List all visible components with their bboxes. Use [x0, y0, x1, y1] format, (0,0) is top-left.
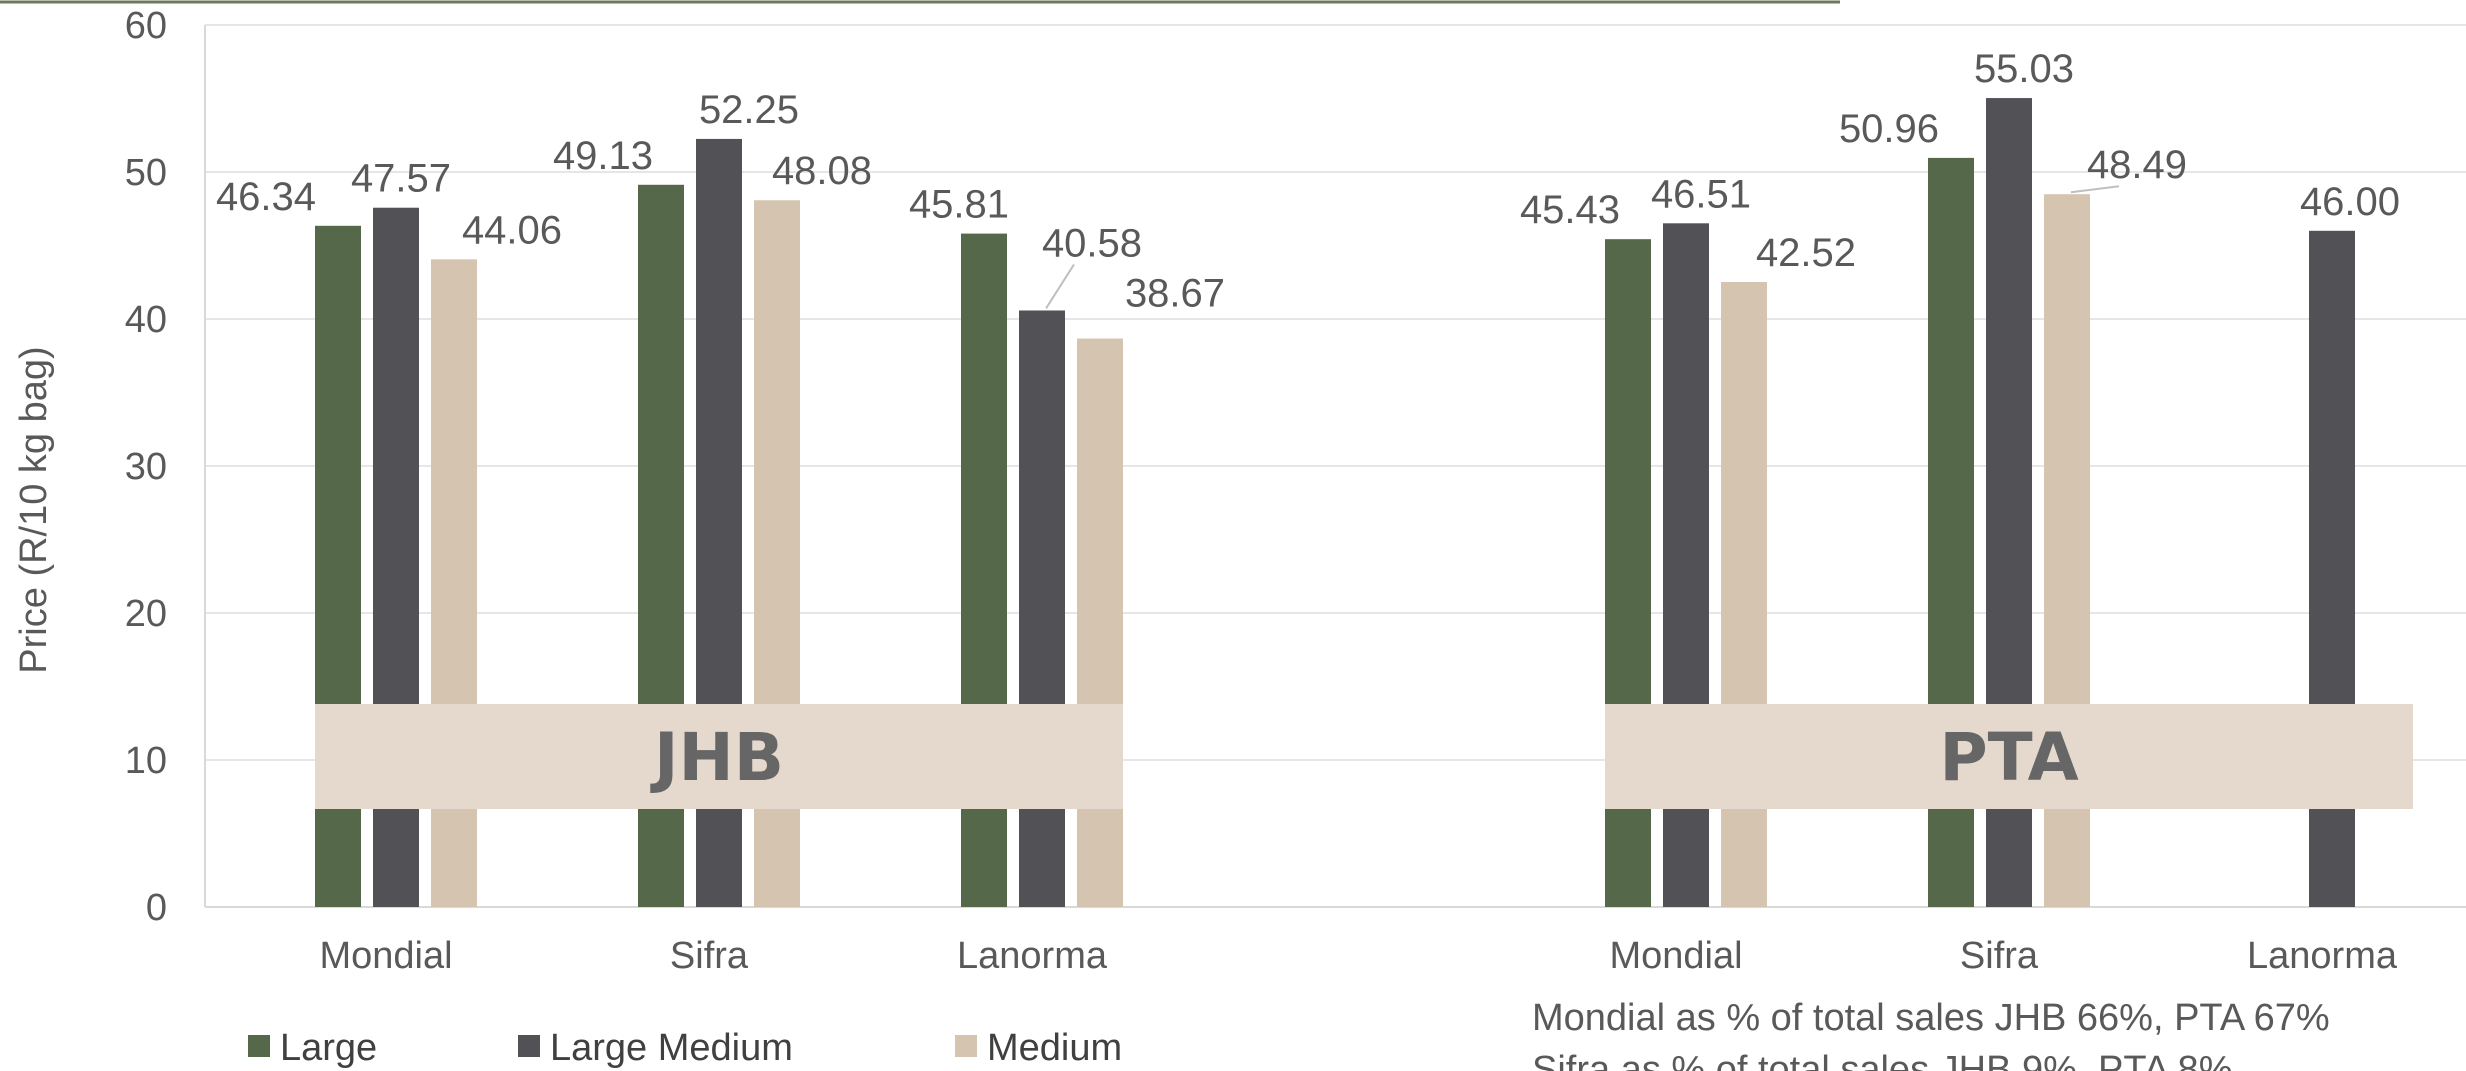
label-leader-line: [1045, 263, 1075, 310]
gridlines: [205, 24, 2466, 761]
y-tick-label: 50: [125, 152, 167, 194]
group-band-jhb: [315, 704, 1123, 809]
data-label: 46.34: [216, 175, 316, 219]
y-tick-label: 60: [125, 5, 167, 47]
legend-swatch: [518, 1035, 540, 1057]
legend-label: Large: [280, 1027, 377, 1069]
group-label-jhb: JHB: [650, 719, 784, 796]
bar-jhb-lanorma-large-medium: [1019, 310, 1065, 907]
data-label: 46.00: [2300, 180, 2400, 224]
group-band-pta: [1605, 704, 2413, 809]
legend-swatch: [248, 1035, 270, 1057]
bar-jhb-lanorma-medium: [1077, 338, 1123, 907]
x-category-label: Lanorma: [957, 935, 1108, 977]
y-tick-label: 40: [125, 299, 167, 341]
group-label-pta: PTA: [1939, 719, 2078, 796]
data-label: 42.52: [1756, 231, 1856, 275]
data-label: 44.06: [462, 208, 562, 252]
data-label: 52.25: [699, 88, 799, 132]
data-label: 46.51: [1651, 172, 1751, 216]
data-label: 38.67: [1125, 272, 1225, 316]
x-category-label: Mondial: [1609, 935, 1742, 977]
group-bands: JHB PTA: [315, 704, 2413, 809]
data-label: 45.43: [1520, 188, 1620, 232]
legend-label: Large Medium: [550, 1027, 793, 1069]
y-axis-title: Price (R/10 kg bag): [13, 346, 55, 673]
label-leader-line: [2070, 185, 2120, 194]
bar-jhb-mondial-medium: [431, 259, 477, 907]
x-category-label: Lanorma: [2247, 935, 2398, 977]
data-label: 48.08: [772, 149, 872, 193]
bar-pta-mondial-medium: [1721, 281, 1767, 907]
axes: 0 10 20 30 40 50 60: [125, 5, 2466, 929]
note-text: Sifra as % of total sales JHB 9%, PTA 8%: [1532, 1049, 2232, 1071]
data-label: 45.81: [909, 183, 1009, 227]
x-category-label: Sifra: [1960, 935, 2039, 977]
category-labels: Mondial Sifra Lanorma Mondial Sifra Lanorma: [319, 935, 2397, 977]
data-label: 47.57: [351, 157, 451, 201]
data-label: 48.49: [2087, 143, 2187, 187]
data-label: 49.13: [553, 134, 653, 178]
y-tick-label: 30: [125, 446, 167, 488]
data-label: 40.58: [1042, 221, 1142, 265]
data-label: 55.03: [1974, 47, 2074, 91]
data-label: 50.96: [1839, 107, 1939, 151]
legend-swatch: [955, 1035, 977, 1057]
y-tick-label: 20: [125, 593, 167, 635]
note-text: Mondial as % of total sales JHB 66%, PTA…: [1532, 997, 2330, 1039]
legend: Large Large Medium Medium: [248, 1027, 1122, 1069]
y-tick-label: 0: [146, 887, 167, 929]
notes: Mondial as % of total sales JHB 66%, PTA…: [1532, 997, 2330, 1071]
legend-label: Medium: [987, 1027, 1122, 1069]
x-category-label: Mondial: [319, 935, 452, 977]
y-tick-label: 10: [125, 740, 167, 782]
x-category-label: Sifra: [670, 935, 749, 977]
